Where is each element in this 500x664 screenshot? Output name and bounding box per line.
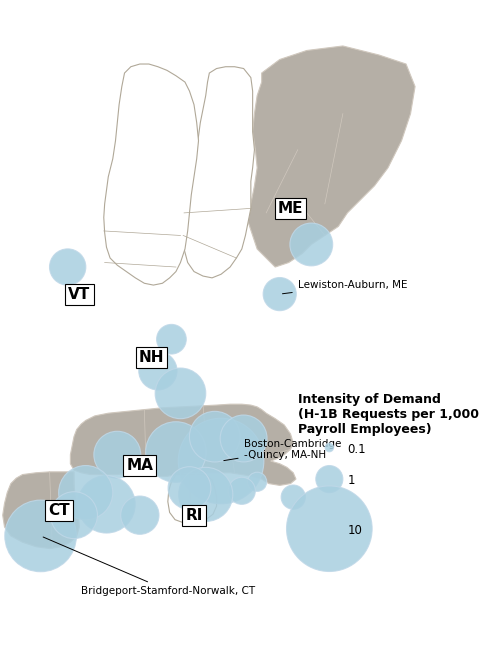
Circle shape bbox=[220, 415, 267, 462]
Polygon shape bbox=[104, 64, 198, 285]
Polygon shape bbox=[248, 46, 415, 267]
Circle shape bbox=[120, 496, 159, 535]
Text: NH: NH bbox=[139, 350, 164, 365]
Circle shape bbox=[228, 477, 256, 505]
Circle shape bbox=[50, 492, 98, 539]
Text: VT: VT bbox=[68, 287, 90, 301]
Circle shape bbox=[5, 500, 76, 572]
Circle shape bbox=[94, 432, 140, 478]
Text: 0.1: 0.1 bbox=[348, 443, 366, 456]
Text: RI: RI bbox=[186, 508, 202, 523]
Circle shape bbox=[290, 223, 333, 266]
Circle shape bbox=[155, 368, 206, 419]
Circle shape bbox=[156, 325, 186, 354]
Text: 10: 10 bbox=[348, 524, 362, 537]
Text: CT: CT bbox=[48, 503, 70, 518]
Text: MA: MA bbox=[126, 458, 154, 473]
Circle shape bbox=[178, 467, 233, 521]
Circle shape bbox=[190, 411, 240, 462]
Circle shape bbox=[139, 352, 177, 390]
Circle shape bbox=[178, 418, 264, 504]
Circle shape bbox=[263, 278, 296, 311]
Polygon shape bbox=[70, 404, 296, 485]
Text: 1: 1 bbox=[348, 474, 355, 487]
Text: Intensity of Demand
(H-1B Requests per 1,000
Payroll Employees): Intensity of Demand (H-1B Requests per 1… bbox=[298, 393, 479, 436]
Text: Lewiston-Auburn, ME: Lewiston-Auburn, ME bbox=[282, 280, 408, 293]
Circle shape bbox=[168, 467, 211, 509]
Circle shape bbox=[50, 249, 86, 286]
Circle shape bbox=[248, 472, 266, 491]
Polygon shape bbox=[2, 472, 80, 548]
Circle shape bbox=[286, 486, 372, 572]
Text: Boston-Cambridge
-Quincy, MA-NH: Boston-Cambridge -Quincy, MA-NH bbox=[224, 439, 341, 461]
Text: Bridgeport-Stamford-Norwalk, CT: Bridgeport-Stamford-Norwalk, CT bbox=[43, 537, 256, 596]
Circle shape bbox=[78, 475, 135, 533]
Circle shape bbox=[281, 485, 305, 509]
Text: ME: ME bbox=[278, 201, 303, 216]
Circle shape bbox=[58, 465, 113, 520]
Polygon shape bbox=[168, 475, 216, 523]
Circle shape bbox=[325, 443, 334, 452]
Polygon shape bbox=[183, 66, 254, 278]
Circle shape bbox=[316, 465, 343, 493]
Circle shape bbox=[146, 422, 206, 482]
